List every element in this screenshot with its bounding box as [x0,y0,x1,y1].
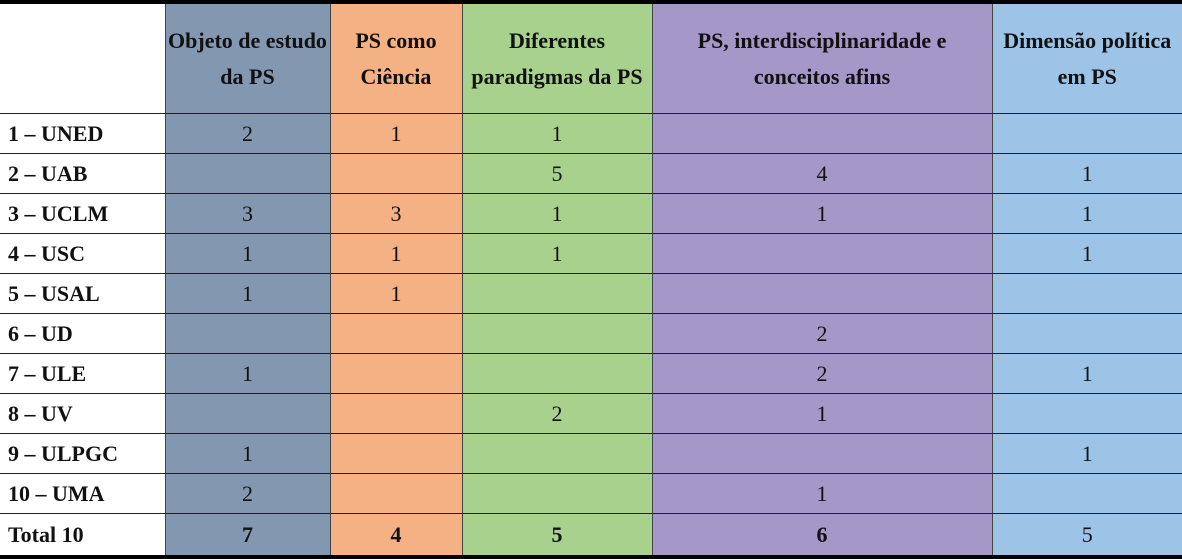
table-cell [329,393,462,434]
table-cell [164,393,330,434]
table-cell [991,473,1182,514]
table-cell [651,433,992,474]
table-cell: 1 [991,433,1182,474]
table-cell: 2 [461,393,652,434]
table-cell: 1 [991,353,1182,394]
table-cell: 1 [991,153,1182,194]
header-dimensao-politica: Dimensão política em PS [991,2,1182,114]
table-cell: 2 [164,113,330,154]
table-cell [651,233,992,274]
table-cell [991,313,1182,354]
table-cell: 1 [651,393,992,434]
table-row: 9 – ULPGC 1 1 [0,433,1182,474]
table-cell [461,353,652,394]
table-cell [329,473,462,514]
header-ciencia: PS como Ciência [329,2,462,114]
table-cell: 4 [651,153,992,194]
row-label: 5 – USAL [0,273,165,314]
table-row: 7 – ULE 1 2 1 [0,353,1182,394]
table-cell: 1 [991,193,1182,234]
table-cell: 6 [651,513,992,558]
table-cell: 7 [164,513,330,558]
table-cell: 5 [461,153,652,194]
table-cell [164,153,330,194]
table-cell: 1 [329,233,462,274]
table-cell: 1 [164,353,330,394]
row-label: 2 – UAB [0,153,165,194]
header-objeto: Objeto de estudo da PS [164,2,330,114]
table-cell: 4 [329,513,462,558]
table-cell: 1 [329,273,462,314]
table-cell [651,113,992,154]
table-cell [164,313,330,354]
table-row: 4 – USC 1 1 1 1 [0,233,1182,274]
table-cell: 1 [991,233,1182,274]
table-row: 2 – UAB 5 4 1 [0,153,1182,194]
table-cell [329,153,462,194]
row-label: 7 – ULE [0,353,165,394]
table-cell [461,313,652,354]
table-row: 6 – UD 2 [0,313,1182,354]
table-cell [329,353,462,394]
header-row: Objeto de estudo da PS PS como Ciência D… [0,2,1182,114]
table-cell [461,473,652,514]
row-label: 6 – UD [0,313,165,354]
table-cell [461,273,652,314]
table-row: 5 – USAL 1 1 [0,273,1182,314]
table-cell: 3 [329,193,462,234]
table-cell: 2 [164,473,330,514]
table-cell: 1 [329,113,462,154]
header-paradigmas: Diferentes paradigmas da PS [461,2,652,114]
table-cell [991,273,1182,314]
table-cell: 1 [651,473,992,514]
table-cell: 1 [164,233,330,274]
row-label: 10 – UMA [0,473,165,514]
table-cell: 5 [461,513,652,558]
table-row: 8 – UV 2 1 [0,393,1182,434]
total-row: Total 10 7 4 5 6 5 [0,513,1182,558]
table-cell: 3 [164,193,330,234]
table-cell: 1 [461,193,652,234]
row-label: 1 – UNED [0,113,165,154]
table-cell: 2 [651,353,992,394]
table-cell: 2 [651,313,992,354]
row-label: 3 – UCLM [0,193,165,234]
row-label: 4 – USC [0,233,165,274]
row-label: Total 10 [0,513,165,558]
table-cell: 1 [164,273,330,314]
table-cell: 1 [164,433,330,474]
table-cell: 5 [991,513,1182,558]
table-cell [991,113,1182,154]
table-row: 1 – UNED 2 1 1 [0,113,1182,154]
table-cell [329,433,462,474]
table-cell [651,273,992,314]
row-label: 8 – UV [0,393,165,434]
table-cell: 1 [461,233,652,274]
table-cell [461,433,652,474]
table-row: 3 – UCLM 3 3 1 1 1 [0,193,1182,234]
table-row: 10 – UMA 2 1 [0,473,1182,514]
table-cell: 1 [461,113,652,154]
header-corner [0,2,165,114]
table-cell: 1 [651,193,992,234]
header-interdisciplinaridade: PS, interdisciplinaridade e conceitos af… [651,2,992,114]
row-label: 9 – ULPGC [0,433,165,474]
table-cell [991,393,1182,434]
table-cell [329,313,462,354]
